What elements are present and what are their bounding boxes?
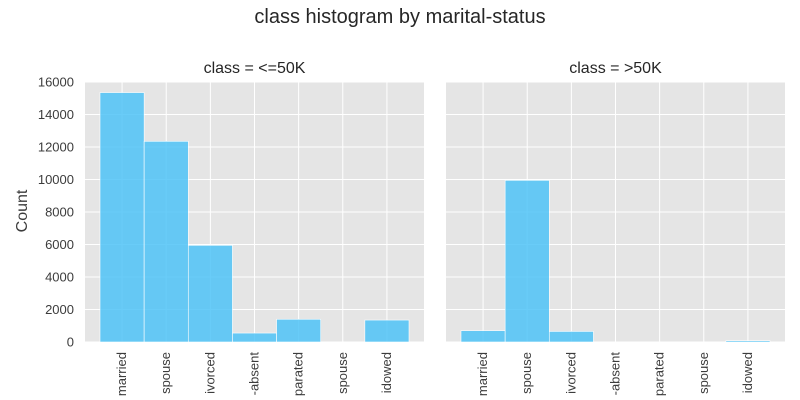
x-tick-label: married xyxy=(475,352,490,396)
y-tick-label: 0 xyxy=(67,335,74,350)
panel-title: class = >50K xyxy=(569,60,662,77)
bar xyxy=(504,180,550,343)
y-tick-label: 2000 xyxy=(45,302,74,317)
panel-1: class = <=50K married spouse ivorced -absent… xyxy=(38,60,424,396)
panel-2: class = >50K married spouse ivorced -absent p… xyxy=(446,60,785,396)
x-tick-label: spouse xyxy=(519,352,534,394)
x-tick-label: ivorced xyxy=(563,352,578,394)
y-axis-label: Count xyxy=(14,189,31,232)
y-tick-label: 12000 xyxy=(38,140,74,155)
bar xyxy=(143,141,189,343)
panel-title: class = <=50K xyxy=(204,60,306,77)
y-tick-label: 4000 xyxy=(45,270,74,285)
bar xyxy=(460,330,506,343)
x-tick-label: -absent xyxy=(247,352,262,396)
y-tick-label: 16000 xyxy=(38,75,74,90)
bar xyxy=(364,319,410,343)
x-tick-label: spouse xyxy=(158,352,173,394)
x-tick-label: ivorced xyxy=(202,352,217,394)
x-tick-label: idowed xyxy=(740,352,755,393)
bar xyxy=(187,245,233,343)
bar xyxy=(232,332,277,343)
y-tick-label: 10000 xyxy=(38,172,74,187)
x-tick-label: married xyxy=(114,352,129,396)
bar xyxy=(276,318,322,343)
x-tick-label: spouse xyxy=(696,352,711,394)
x-tick-label: idowed xyxy=(379,352,394,393)
chart-title: class histogram by marital-status xyxy=(254,6,545,28)
x-tick-label: -absent xyxy=(608,352,623,396)
bar xyxy=(548,331,594,343)
bar xyxy=(725,340,771,343)
y-tick-label: 8000 xyxy=(45,205,74,220)
x-tick-label: spouse xyxy=(335,352,350,394)
bar xyxy=(99,92,145,343)
y-tick-label: 14000 xyxy=(38,107,74,122)
x-tick-label: parated xyxy=(291,352,306,396)
x-tick-label: parated xyxy=(652,352,667,396)
y-tick-label: 6000 xyxy=(45,237,74,252)
